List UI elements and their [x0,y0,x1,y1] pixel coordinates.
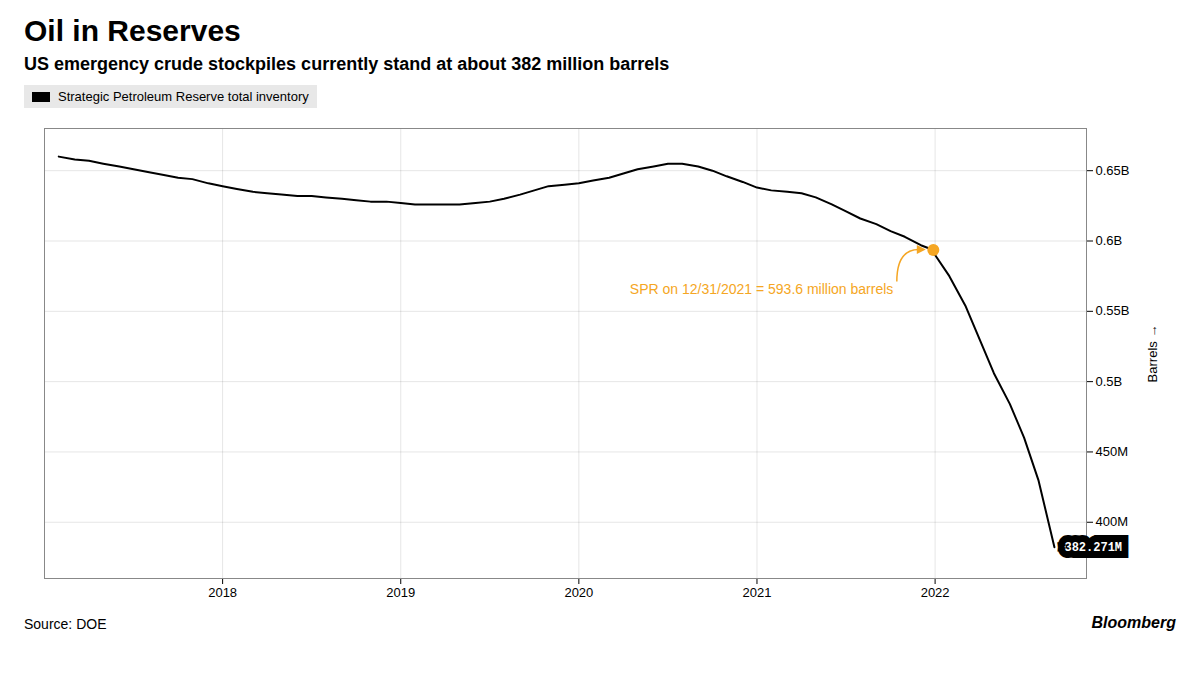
svg-text:2019: 2019 [386,585,415,600]
svg-text:2020: 2020 [564,585,593,600]
svg-text:2022: 2022 [921,585,950,600]
html-text:Strategic Petroleum Reserve to: Strategic Petroleum Reserve total invent… [58,89,309,104]
svg-text:0.6B: 0.6B [1096,233,1123,248]
svg-text:450M: 450M [1096,444,1129,459]
svg-text:0.55B: 0.55B [1096,303,1130,318]
html-text:Oil in Reserves: Oil in Reserves [24,14,241,47]
svg-text:0.5B: 0.5B [1096,374,1123,389]
html-text:US emergency crude stockpiles: US emergency crude stockpiles currently … [24,54,670,74]
html-text:Bloomberg: Bloomberg [1091,614,1176,631]
svg-text:2021: 2021 [743,585,772,600]
svg-text:382.271M: 382.271M [1064,541,1122,555]
svg-text:Barrels →: Barrels → [1145,325,1160,383]
svg-text:2018: 2018 [208,585,237,600]
svg-text:0.65B: 0.65B [1096,163,1130,178]
html-text:Source: DOE: Source: DOE [24,616,107,632]
svg-text:SPR on 12/31/2021 = 593.6 mill: SPR on 12/31/2021 = 593.6 million barrel… [630,281,893,297]
svg-text:400M: 400M [1096,514,1129,529]
